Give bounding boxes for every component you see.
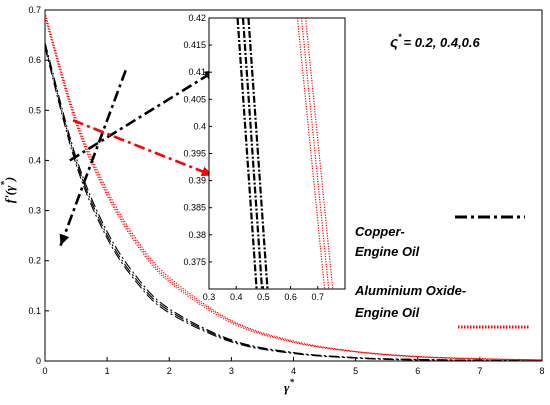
x-tick-label: 2 [167, 366, 172, 376]
annotation-arrows [59, 69, 217, 247]
x-tick-label: 6 [415, 366, 420, 376]
x-tick-label: 5 [353, 366, 358, 376]
y-tick-label: 0.2 [28, 256, 41, 266]
inset-x-tick-label: 0.3 [203, 292, 216, 302]
x-tick-label: 4 [291, 366, 296, 376]
y-tick-label: 0.4 [28, 155, 41, 165]
inset-y-tick-label: 0.39 [188, 176, 206, 186]
inset-y-tick-label: 0.375 [183, 257, 206, 267]
y-tick-label: 0.3 [28, 206, 41, 216]
x-axis-label: γ* [284, 377, 294, 395]
annotation-arrow [59, 69, 127, 247]
legend-alumina-label-line1: Aluminium Oxide- [354, 283, 466, 298]
legend-copper-label-line1: Copper- [355, 224, 405, 239]
x-tick-label: 1 [105, 366, 110, 376]
inset-y-ticks: 0.375 0.38 0.385 0.39 0.395 0.4 0.405 0.41 0.415… [183, 13, 212, 267]
parameter-annotation: ς* = 0.2, 0.4,0.6 [390, 32, 481, 51]
inset-copper-curve-2 [241, 17, 264, 290]
inset-series [236, 17, 334, 290]
inset-x-tick-label: 0.5 [257, 292, 270, 302]
inset-y-tick-label: 0.395 [183, 149, 206, 159]
inset-alumina-curve-2 [300, 17, 330, 290]
annotation-arrow [69, 69, 217, 162]
y-tick-label: 0.1 [28, 306, 41, 316]
inset-y-tick-label: 0.38 [188, 230, 206, 240]
inset-copper-curve-1 [236, 17, 258, 290]
inset-y-tick-label: 0.405 [183, 94, 206, 104]
inset-alumina-curve-3 [304, 17, 334, 290]
inset-copper-curve-3 [247, 17, 269, 290]
y-tick-label: 0 [36, 356, 41, 366]
x-tick-label: 0 [42, 366, 47, 376]
legend: Copper- Engine Oil Aluminium Oxide- Engi… [354, 215, 530, 329]
legend-copper-label-line2: Engine Oil [355, 244, 420, 259]
alumina-engine-oil-curve-1 [44, 17, 543, 361]
x-tick-label: 3 [229, 366, 234, 376]
inset-y-tick-label: 0.415 [183, 40, 206, 50]
y-tick-label: 0.5 [28, 105, 41, 115]
inset-axes-frame [208, 17, 346, 290]
inset-x-tick-label: 0.6 [284, 292, 297, 302]
inset-y-tick-label: 0.4 [193, 121, 206, 131]
inset-y-tick-label: 0.42 [188, 13, 206, 23]
inset-x-ticks: 0.3 0.4 0.5 0.6 0.7 [203, 286, 324, 302]
y-tick-label: 0.6 [28, 55, 41, 65]
main-x-ticks: 0 1 2 3 4 5 6 7 8 [42, 357, 545, 376]
inset-alumina-curve-1 [296, 17, 326, 290]
arrow-head [59, 233, 70, 246]
inset-plot: 0.3 0.4 0.5 0.6 0.7 0.3750.380.3850.390.3950… [183, 13, 346, 302]
inset-y-tick-label: 0.41 [188, 67, 206, 77]
main-y-ticks: 0 0.1 0.2 0.3 0.4 0.5 0.6 0.7 [28, 5, 49, 366]
y-axis-label: f'(γ*) [0, 177, 17, 204]
inset-x-tick-label: 0.4 [230, 292, 243, 302]
annotation-arrow [72, 119, 214, 177]
legend-alumina-label-line2: Engine Oil [355, 305, 420, 320]
inset-x-tick-label: 0.7 [312, 292, 325, 302]
x-tick-label: 8 [539, 366, 544, 376]
x-tick-label: 7 [477, 366, 482, 376]
inset-y-tick-label: 0.385 [183, 203, 206, 213]
y-tick-label: 0.7 [28, 5, 41, 15]
